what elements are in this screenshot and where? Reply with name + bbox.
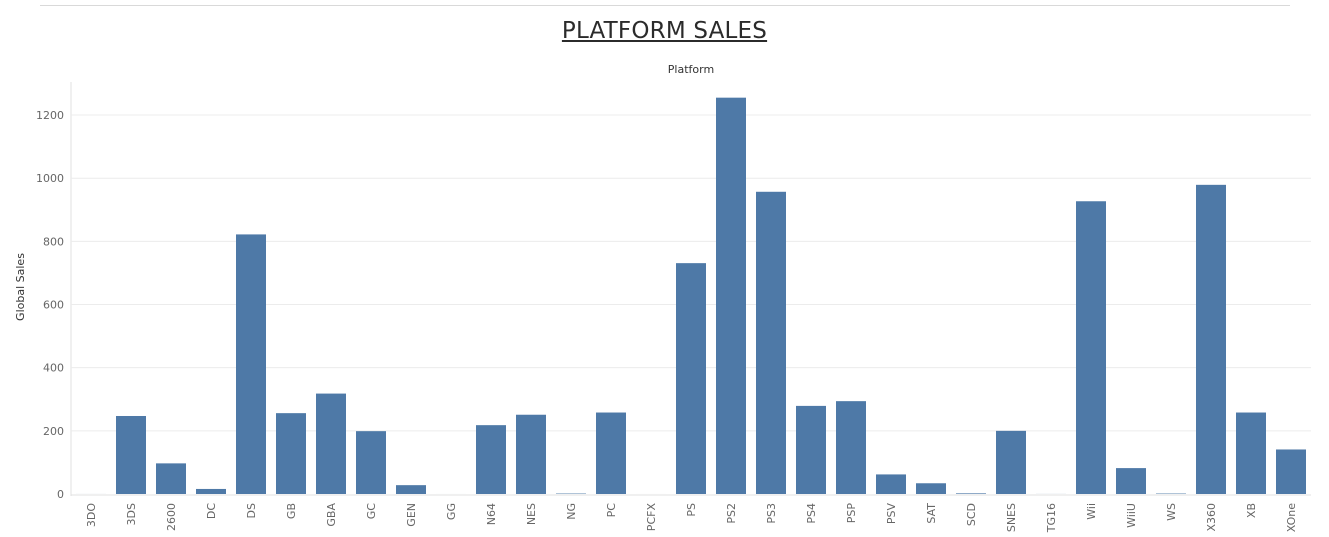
x-axis-title: Platform (668, 63, 714, 76)
bars (76, 97, 1306, 495)
x-tick-label: X360 (1205, 503, 1218, 532)
x-tick-label: GEN (405, 503, 418, 527)
bar-ps2[interactable] (716, 97, 746, 495)
x-axis-ticks: 3DO 3DS 2600 DC DS GB GBA GC GEN GG N64 NES NG PC PCFX… (85, 503, 1298, 534)
x-tick-label: PC (605, 503, 618, 518)
x-tick-label: XOne (1285, 503, 1298, 532)
bar-snes[interactable] (996, 430, 1026, 494)
y-tick-label: 1200 (36, 109, 64, 122)
x-tick-label: SAT (925, 503, 938, 524)
y-axis-ticks: 0 200 400 600 800 1000 1200 (36, 109, 64, 501)
bar-psp[interactable] (836, 401, 866, 494)
bar-xone[interactable] (1276, 449, 1306, 494)
bar-gb[interactable] (276, 413, 306, 494)
bar-gc[interactable] (356, 431, 386, 494)
bar-gen[interactable] (396, 485, 426, 494)
x-tick-label: NES (525, 503, 538, 525)
x-tick-label: PS4 (805, 503, 818, 524)
x-tick-label: TG16 (1045, 503, 1058, 533)
bar-ds[interactable] (236, 234, 266, 494)
bar-pc[interactable] (596, 412, 626, 494)
x-tick-label: PS2 (725, 503, 738, 524)
x-tick-label: PS3 (765, 503, 778, 524)
x-tick-label: GBA (325, 503, 338, 527)
bar-xb[interactable] (1236, 412, 1266, 494)
x-tick-label: GB (285, 503, 298, 519)
x-tick-label: DS (245, 503, 258, 518)
x-tick-label: 3DO (85, 503, 98, 527)
x-tick-label: XB (1245, 503, 1258, 518)
x-tick-label: WS (1165, 503, 1178, 521)
bar-wiiu[interactable] (1116, 468, 1146, 494)
y-tick-label: 600 (43, 299, 64, 312)
bar-ps[interactable] (676, 263, 706, 494)
x-tick-label: PCFX (645, 503, 658, 532)
x-tick-label: SNES (1005, 503, 1018, 532)
bar-2600[interactable] (156, 463, 186, 494)
x-tick-label: GG (445, 503, 458, 520)
x-tick-label: PS (685, 503, 698, 517)
bar-nes[interactable] (516, 414, 546, 494)
x-tick-label: GC (365, 503, 378, 520)
page-title: PLATFORM SALES (561, 18, 768, 44)
bar-ps4[interactable] (796, 405, 826, 494)
bar-wii[interactable] (1076, 201, 1106, 494)
y-axis-title: Global Sales (14, 253, 27, 321)
x-tick-label: NG (565, 503, 578, 520)
x-tick-label: 3DS (125, 503, 138, 525)
bar-n64[interactable] (476, 425, 506, 494)
bar-sat[interactable] (916, 483, 946, 494)
y-tick-label: 1000 (36, 172, 64, 185)
bar-ps3[interactable] (756, 191, 786, 494)
bar-dc[interactable] (196, 488, 226, 494)
bar-psv[interactable] (876, 474, 906, 494)
bar-3ds[interactable] (116, 415, 146, 494)
x-tick-label: 2600 (165, 503, 178, 531)
bar-scd[interactable] (956, 493, 986, 494)
x-tick-label: Wii (1085, 503, 1098, 520)
y-tick-label: 0 (57, 488, 64, 501)
bar-x360[interactable] (1196, 184, 1226, 495)
x-tick-label: SCD (965, 503, 978, 526)
x-tick-label: N64 (485, 503, 498, 525)
bar-gba[interactable] (316, 393, 346, 494)
x-tick-label: WiiU (1125, 503, 1138, 528)
x-tick-label: DC (205, 503, 218, 519)
y-tick-label: 200 (43, 425, 64, 438)
top-divider (40, 5, 1290, 6)
x-tick-label: PSP (845, 503, 858, 524)
x-tick-label: PSV (885, 503, 898, 525)
y-tick-label: 400 (43, 362, 64, 375)
y-tick-label: 800 (43, 235, 64, 248)
